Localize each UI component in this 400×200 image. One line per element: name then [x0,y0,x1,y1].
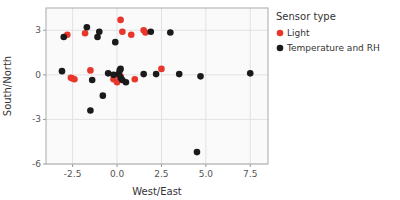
series [59,24,254,155]
point [112,39,119,46]
legend-label: Light [287,28,310,38]
grid-line [46,30,268,31]
point [153,71,160,78]
grid-line [46,119,268,120]
grid-line [250,8,251,164]
point [87,67,94,74]
point [132,76,139,83]
point [128,31,135,38]
tick-label: -3 [32,114,41,124]
point [247,70,254,77]
series [64,17,165,86]
tick-label: 5.0 [199,169,214,179]
grid [46,8,268,164]
legend: Sensor type Light Temperature and RH [276,11,380,53]
point [119,28,126,35]
tick-label: 0 [35,70,41,80]
point [71,76,78,83]
point [176,71,183,78]
point [60,34,67,41]
y-axis-label: South/North [2,56,13,116]
point [94,34,101,41]
point [197,73,204,80]
point [59,68,66,75]
legend-title: Sensor type [276,11,336,22]
plot-background [46,8,268,164]
grid-line [161,8,162,164]
point [117,66,124,73]
point [147,28,154,35]
point [123,79,130,86]
point [89,77,96,84]
grid-line [117,8,118,164]
point [117,17,124,24]
chart: -2.5 0.0 2.5 5.0 7.5 -6 -3 0 3 West/East South/Nor… [0,0,400,200]
legend-marker [277,45,284,52]
legend-marker [277,30,284,37]
points [59,17,254,156]
point [194,149,201,156]
tick-label: 2.5 [154,169,168,179]
point [167,29,174,36]
grid-line [72,8,73,164]
tick-label: 3 [35,25,41,35]
tick-label: 0.0 [110,169,125,179]
point [158,66,165,73]
x-axis-label: West/East [132,186,182,197]
point [84,24,91,31]
point [87,107,94,114]
plot-frame [46,8,268,164]
point [82,30,89,37]
tick-label: -6 [32,159,41,169]
ticks: -2.5 0.0 2.5 5.0 7.5 -6 -3 0 3 [32,25,257,179]
tick-label: 7.5 [243,169,257,179]
legend-label: Temperature and RH [286,43,380,53]
point [140,71,147,78]
grid-line [205,8,206,164]
tick-label: -2.5 [64,169,82,179]
point [100,92,107,99]
